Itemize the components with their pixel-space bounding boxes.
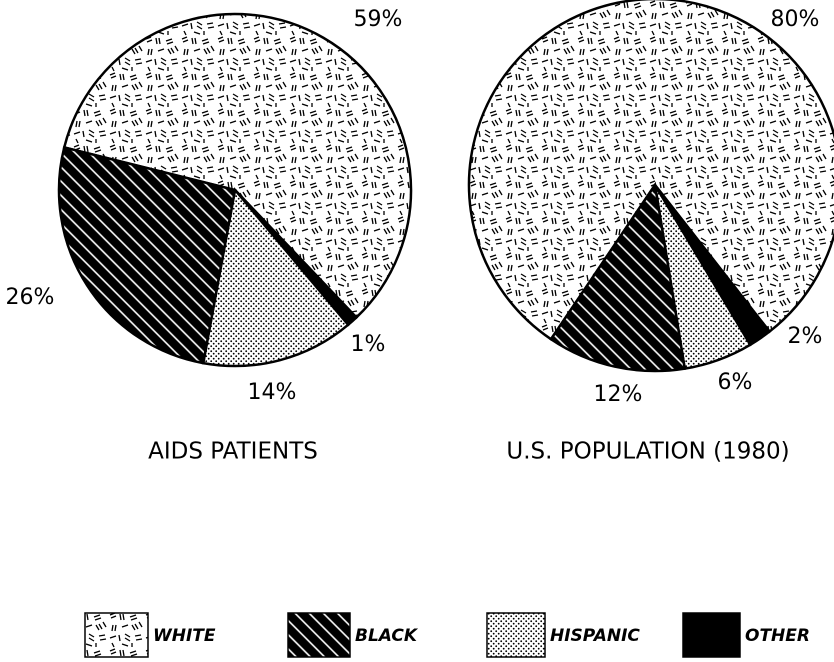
legend-swatch <box>486 612 546 658</box>
pie-slice <box>62 12 413 320</box>
legend-label: WHITE <box>153 626 216 646</box>
pie-slice <box>467 0 834 341</box>
pie-slice <box>201 187 350 368</box>
chart-title: U.S. POPULATION (1980) <box>506 439 789 465</box>
legend-label: OTHER <box>745 626 810 646</box>
slice-label: 12% <box>594 382 643 407</box>
pie-slice <box>549 181 687 373</box>
slice-label: 1% <box>351 332 386 357</box>
slice-label: 6% <box>718 370 753 395</box>
slice-label: 80% <box>771 7 820 32</box>
slice-label: 2% <box>788 324 823 349</box>
legend-swatch <box>682 612 741 658</box>
slice-label: 59% <box>354 7 403 32</box>
slice-label: 26% <box>6 285 55 310</box>
slice-label: 14% <box>248 380 297 405</box>
legend-label: BLACK <box>355 626 419 646</box>
pie-slice <box>57 145 237 365</box>
chart-title: AIDS PATIENTS <box>148 439 318 465</box>
legend-label: HISPANIC <box>550 626 640 646</box>
legend-swatch <box>84 612 149 658</box>
legend-swatch <box>287 612 351 658</box>
